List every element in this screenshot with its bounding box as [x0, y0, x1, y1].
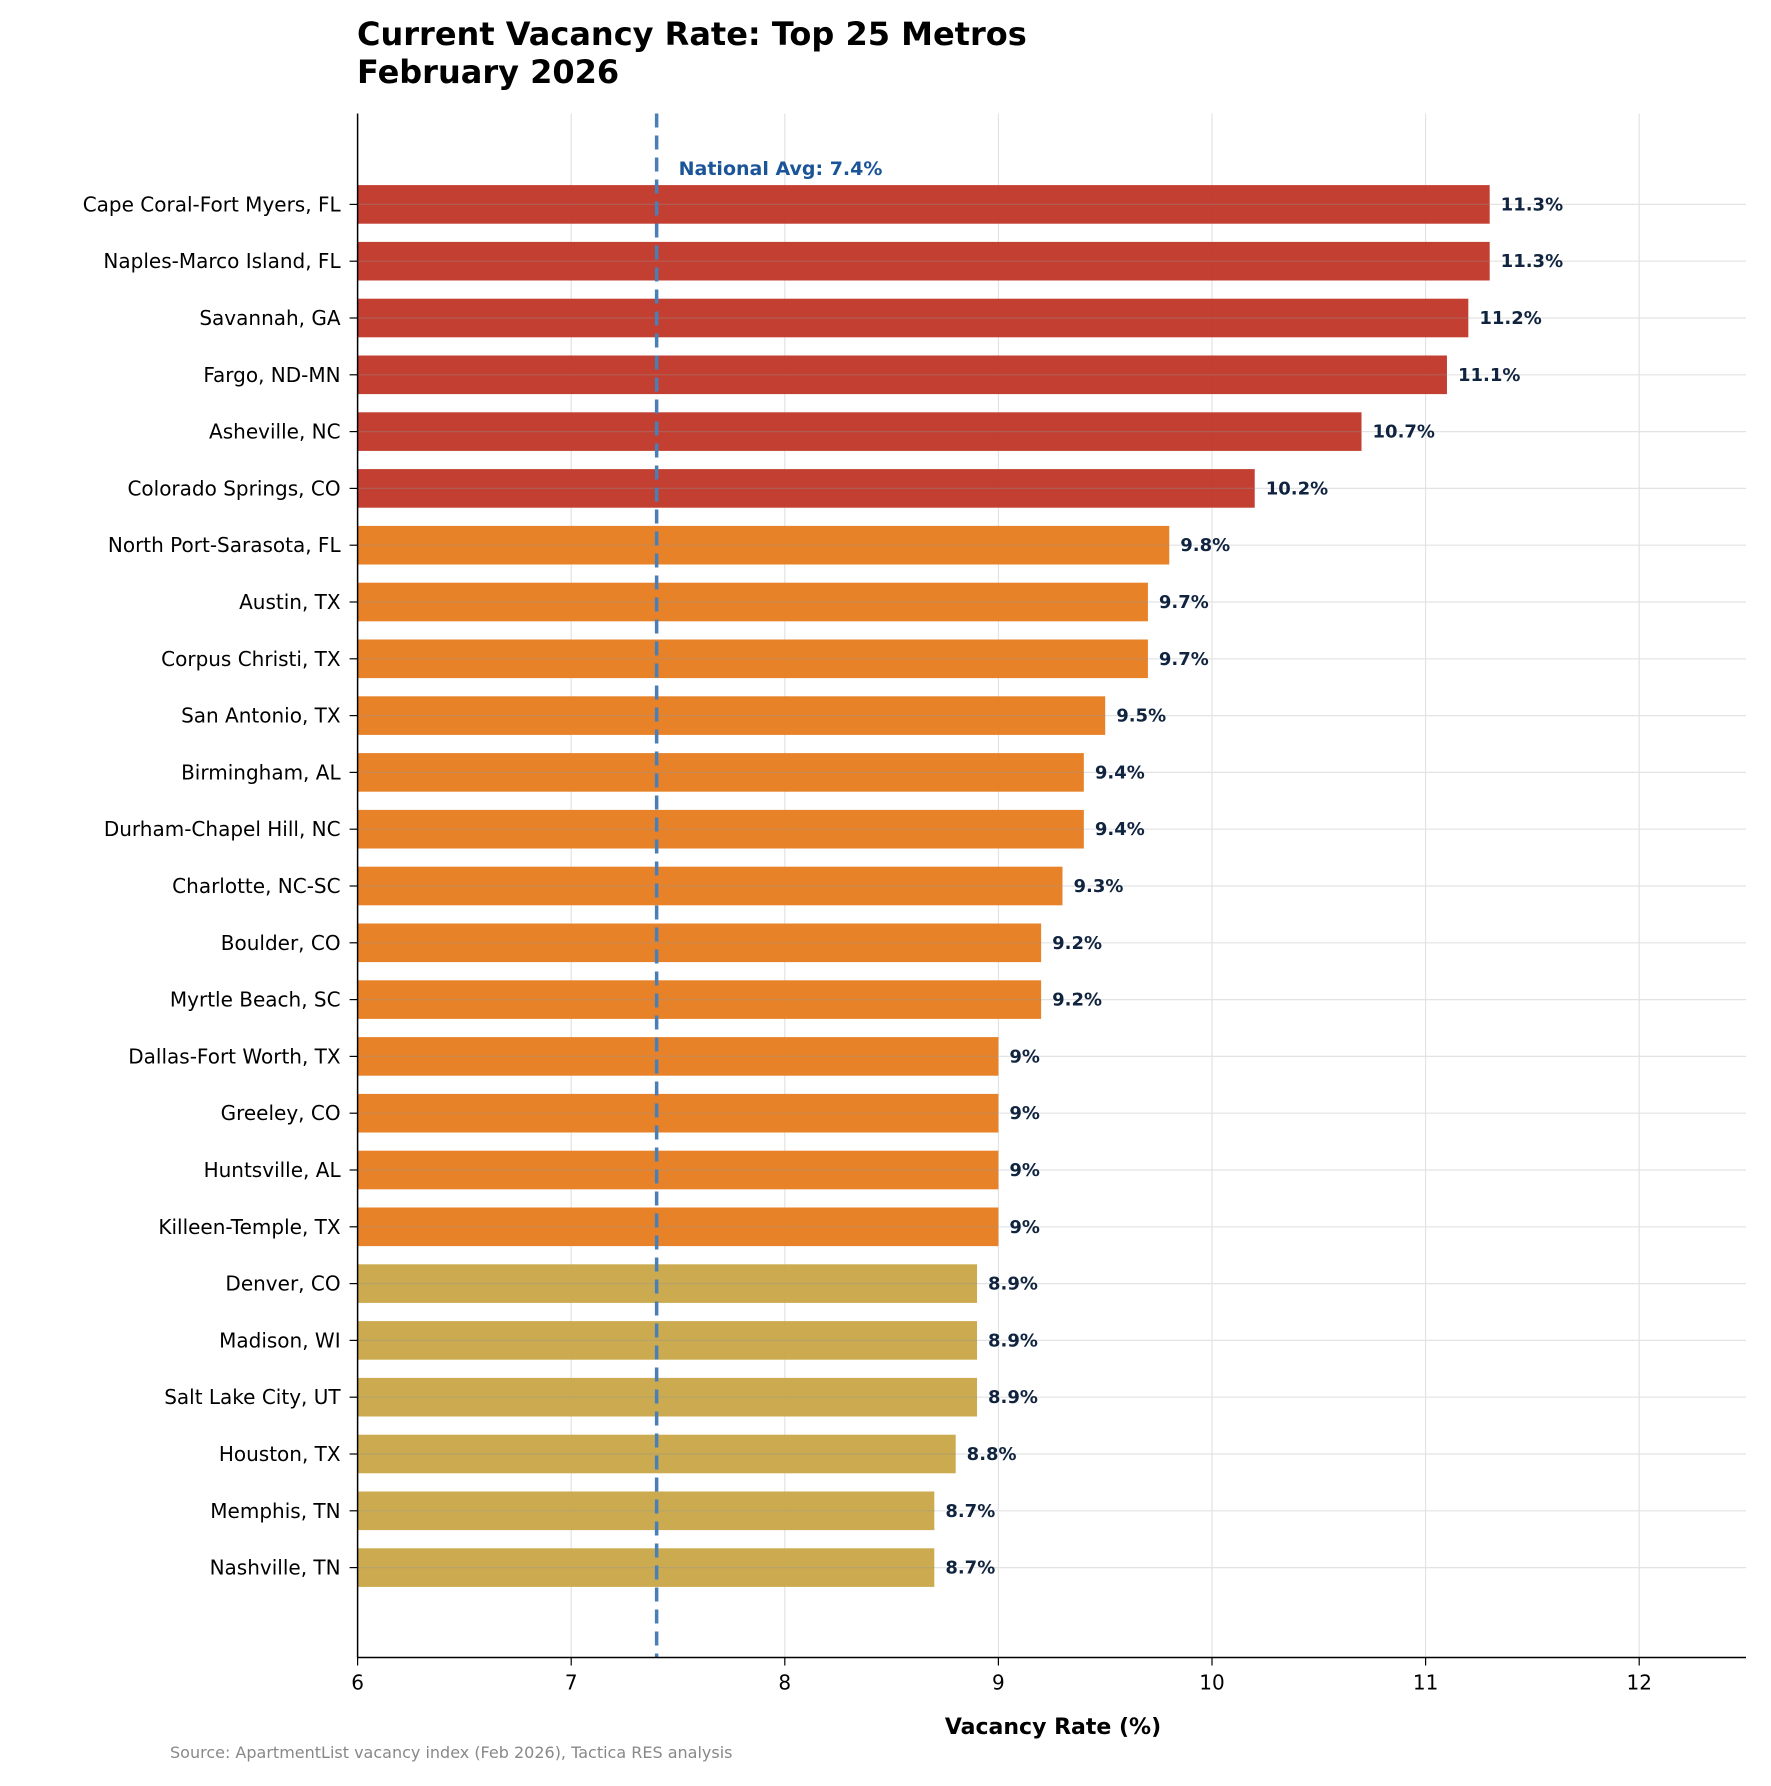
category-label: Denver, CO: [225, 1272, 340, 1296]
x-tick-label: 8: [778, 1671, 791, 1695]
value-label: 10.7%: [1373, 422, 1435, 443]
category-label: San Antonio, TX: [181, 704, 341, 728]
bar: [357, 1377, 978, 1417]
category-label: Huntsville, AL: [204, 1158, 342, 1182]
bar: [357, 1093, 999, 1133]
value-label: 9%: [1009, 1046, 1040, 1067]
category-label: Madison, WI: [219, 1328, 340, 1352]
value-label: 9%: [1009, 1217, 1040, 1238]
category-label: Greeley, CO: [221, 1101, 341, 1125]
category-label: Charlotte, NC-SC: [172, 874, 340, 898]
x-axis-label: Vacancy Rate (%): [945, 1715, 1161, 1740]
chart-title: Current Vacancy Rate: Top 25 Metros: [357, 15, 1027, 53]
category-label: Colorado Springs, CO: [127, 476, 340, 500]
category-labels: Cape Coral-Fort Myers, FL Naples-Marco Is…: [83, 192, 358, 1580]
value-label: 9.7%: [1159, 592, 1209, 613]
category-label: Salt Lake City, UT: [164, 1385, 341, 1409]
x-tick-label: 7: [565, 1671, 578, 1695]
category-label: Fargo, ND-MN: [203, 363, 340, 387]
category-label: Memphis, TN: [210, 1499, 340, 1523]
value-label: 10.2%: [1266, 478, 1328, 499]
bar: [357, 1037, 999, 1076]
value-label: 9.3%: [1073, 876, 1123, 897]
category-label: Houston, TX: [219, 1442, 341, 1466]
category-label: Asheville, NC: [209, 420, 341, 444]
category-label: Birmingham, AL: [181, 760, 341, 784]
source-note: Source: ApartmentList vacancy index (Feb…: [170, 1743, 732, 1762]
bar: [357, 1150, 999, 1190]
value-label: 11.1%: [1458, 365, 1520, 386]
category-label: Corpus Christi, TX: [161, 647, 341, 671]
category-label: Myrtle Beach, SC: [170, 988, 341, 1012]
category-label: Naples-Marco Island, FL: [103, 249, 341, 273]
value-label: 9.8%: [1180, 535, 1230, 556]
bar: [357, 809, 1084, 849]
x-tick-label: 6: [351, 1671, 364, 1695]
category-label: Savannah, GA: [199, 306, 341, 330]
bar: [357, 980, 1042, 1019]
bar: [357, 1548, 935, 1587]
bar: [357, 412, 1362, 451]
x-tick-label: 12: [1626, 1671, 1651, 1695]
category-label: Killeen-Temple, TX: [158, 1215, 341, 1239]
bar: [357, 298, 1469, 338]
bar: [357, 923, 1042, 963]
x-ticks: 6 7 8 9 10 11 12: [351, 1657, 1652, 1695]
value-label: 9%: [1009, 1103, 1040, 1124]
value-label: 9.4%: [1095, 819, 1145, 840]
value-label: 8.9%: [988, 1330, 1038, 1351]
bar: [357, 696, 1106, 735]
bar: [357, 1491, 935, 1531]
bar: [357, 525, 1170, 565]
value-label: 9.7%: [1159, 649, 1209, 670]
value-label: 9.2%: [1052, 933, 1102, 954]
chart-subtitle: February 2026: [357, 53, 619, 91]
value-label: 11.2%: [1479, 308, 1541, 329]
value-label: 9.4%: [1095, 762, 1145, 783]
value-label: 9.2%: [1052, 990, 1102, 1011]
bars: 11.3% 11.3% 11.2% 11.1% 10.7% 10.2% 9.8% 9.7% 9.…: [357, 113, 1563, 1658]
value-label: 11.3%: [1501, 194, 1563, 215]
bar: [357, 753, 1084, 792]
bar: [357, 1264, 978, 1303]
bar: [357, 469, 1255, 508]
category-label: Nashville, TN: [210, 1556, 341, 1580]
bar: [357, 639, 1148, 679]
value-label: 8.7%: [945, 1558, 995, 1579]
bar: [357, 355, 1447, 395]
value-label: 9%: [1009, 1160, 1040, 1181]
category-label: Dallas-Fort Worth, TX: [128, 1044, 341, 1068]
bar: [357, 1207, 999, 1247]
x-tick-label: 9: [992, 1671, 1005, 1695]
x-tick-label: 11: [1413, 1671, 1438, 1695]
category-label: Austin, TX: [239, 590, 341, 614]
bar: [357, 582, 1148, 622]
value-label: 8.8%: [967, 1444, 1017, 1465]
category-label: Cape Coral-Fort Myers, FL: [83, 192, 342, 216]
value-label: 8.9%: [988, 1274, 1038, 1295]
bar: [357, 866, 1063, 906]
category-label: North Port-Sarasota, FL: [108, 533, 342, 557]
value-label: 9.5%: [1116, 706, 1166, 727]
bar: [357, 241, 1490, 281]
value-label: 8.7%: [945, 1501, 995, 1522]
bar: [357, 1321, 978, 1360]
value-label: 11.3%: [1501, 251, 1563, 272]
bar: [357, 185, 1490, 224]
value-label: 8.9%: [988, 1387, 1038, 1408]
category-label: Boulder, CO: [221, 931, 341, 955]
national-avg-label: National Avg: 7.4%: [679, 158, 883, 180]
category-label: Durham-Chapel Hill, NC: [104, 817, 341, 841]
x-tick-label: 10: [1199, 1671, 1224, 1695]
